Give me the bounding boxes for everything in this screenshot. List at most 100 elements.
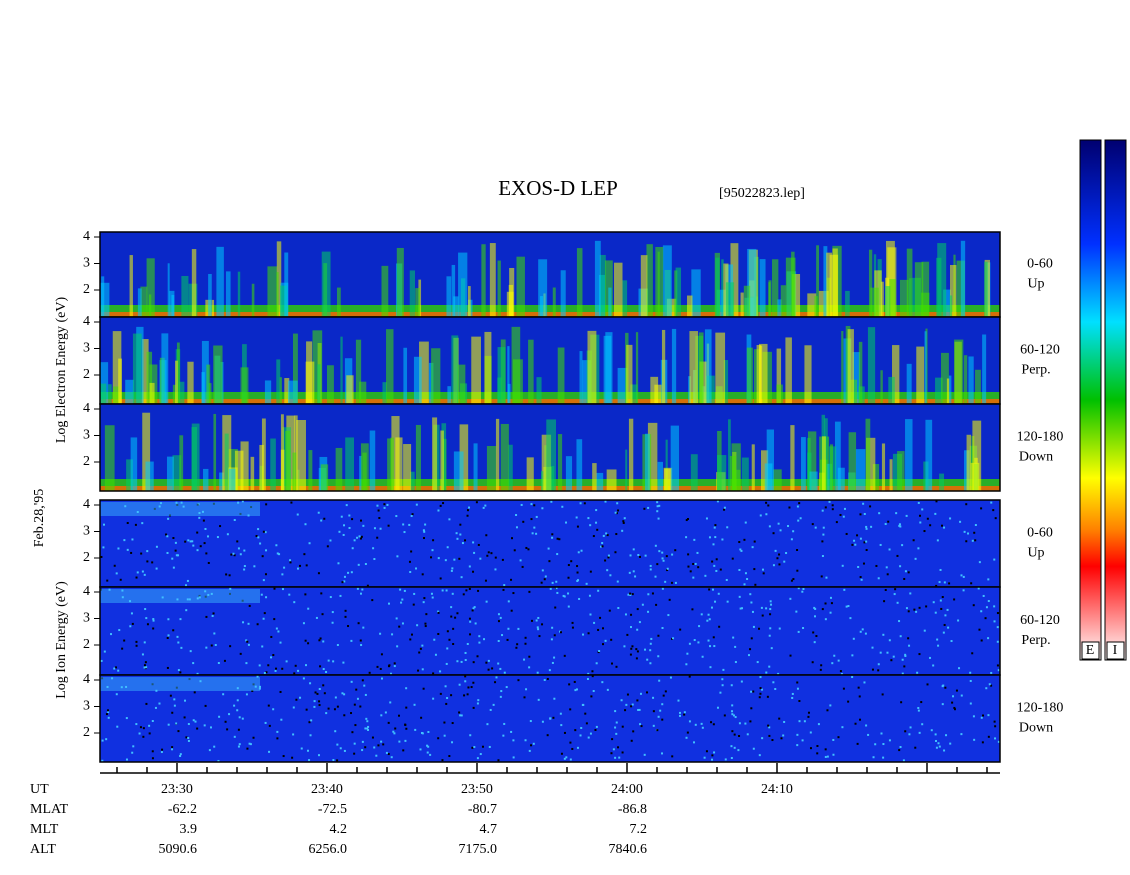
noise xyxy=(445,702,448,705)
noise xyxy=(987,714,990,717)
noise xyxy=(522,520,525,523)
flux-stripe xyxy=(599,254,606,317)
flux-stripe xyxy=(625,449,628,491)
noise xyxy=(238,716,241,719)
noise xyxy=(909,726,912,729)
noise xyxy=(263,672,266,675)
flux-stripe xyxy=(546,419,556,491)
flux-stripe xyxy=(675,267,682,317)
noise xyxy=(530,619,533,622)
noise xyxy=(611,738,614,741)
noise xyxy=(606,569,609,572)
noise xyxy=(790,538,793,541)
noise xyxy=(657,634,660,637)
flux-stripe xyxy=(880,370,883,404)
noise xyxy=(768,665,771,668)
noise xyxy=(853,539,856,542)
noise xyxy=(935,584,938,587)
noise xyxy=(441,589,444,592)
noise xyxy=(707,639,710,642)
noise xyxy=(579,734,582,737)
noise xyxy=(626,693,629,696)
noise xyxy=(904,653,907,656)
noise xyxy=(158,505,161,508)
noise xyxy=(985,606,988,609)
spectrogram xyxy=(100,232,1000,317)
noise xyxy=(664,690,667,693)
noise xyxy=(446,630,449,633)
flux-stripe xyxy=(149,382,155,404)
noise xyxy=(380,653,383,656)
noise xyxy=(652,710,655,713)
noise xyxy=(336,644,339,647)
noise xyxy=(280,718,283,721)
noise xyxy=(131,622,134,625)
noise xyxy=(317,572,320,575)
noise xyxy=(546,677,549,680)
noise xyxy=(712,543,715,546)
flux-stripe xyxy=(657,461,663,491)
noise xyxy=(575,688,578,691)
noise xyxy=(993,558,996,561)
noise xyxy=(321,613,324,616)
noise xyxy=(409,638,412,641)
noise xyxy=(935,746,938,749)
noise xyxy=(278,553,281,556)
flux-stripe xyxy=(766,429,775,491)
noise xyxy=(342,533,345,536)
noise xyxy=(732,636,735,639)
noise xyxy=(567,605,570,608)
noise xyxy=(427,730,430,733)
noise xyxy=(877,663,880,666)
noise xyxy=(382,743,385,746)
noise xyxy=(145,617,148,620)
noise xyxy=(393,732,396,735)
noise xyxy=(176,598,179,601)
noise xyxy=(636,650,639,653)
flux-stripe xyxy=(889,279,896,317)
noise xyxy=(992,509,995,512)
noise xyxy=(236,699,239,702)
noise xyxy=(730,684,733,687)
noise xyxy=(444,559,447,562)
noise xyxy=(926,683,929,686)
noise xyxy=(413,703,416,706)
noise xyxy=(843,507,846,510)
noise xyxy=(474,622,477,625)
noise xyxy=(701,726,704,729)
noise xyxy=(647,593,650,596)
noise xyxy=(662,559,665,562)
noise xyxy=(731,730,734,733)
flux-stripe xyxy=(355,339,362,404)
flux-stripe xyxy=(259,444,264,491)
spectrogram xyxy=(100,317,1000,404)
noise xyxy=(490,552,493,555)
noise xyxy=(329,596,332,599)
flux-stripe xyxy=(176,342,180,404)
noise xyxy=(108,588,111,591)
noise xyxy=(143,666,146,669)
noise xyxy=(193,691,196,694)
noise xyxy=(988,683,991,686)
noise xyxy=(826,755,829,758)
noise xyxy=(239,512,242,515)
noise xyxy=(759,514,762,517)
noise xyxy=(832,753,835,756)
flux-stripe xyxy=(213,345,223,404)
noise xyxy=(643,753,646,756)
noise xyxy=(523,658,526,661)
noise xyxy=(331,611,334,614)
noise xyxy=(884,523,887,526)
noise xyxy=(223,659,226,662)
noise xyxy=(185,609,188,612)
noise xyxy=(380,677,383,680)
noise xyxy=(604,500,607,503)
noise xyxy=(187,539,190,542)
noise xyxy=(558,538,561,541)
flux-stripe xyxy=(773,469,782,491)
noise xyxy=(617,607,620,610)
noise xyxy=(610,662,613,665)
noise xyxy=(277,630,280,633)
noise xyxy=(466,693,469,696)
noise xyxy=(980,610,983,613)
